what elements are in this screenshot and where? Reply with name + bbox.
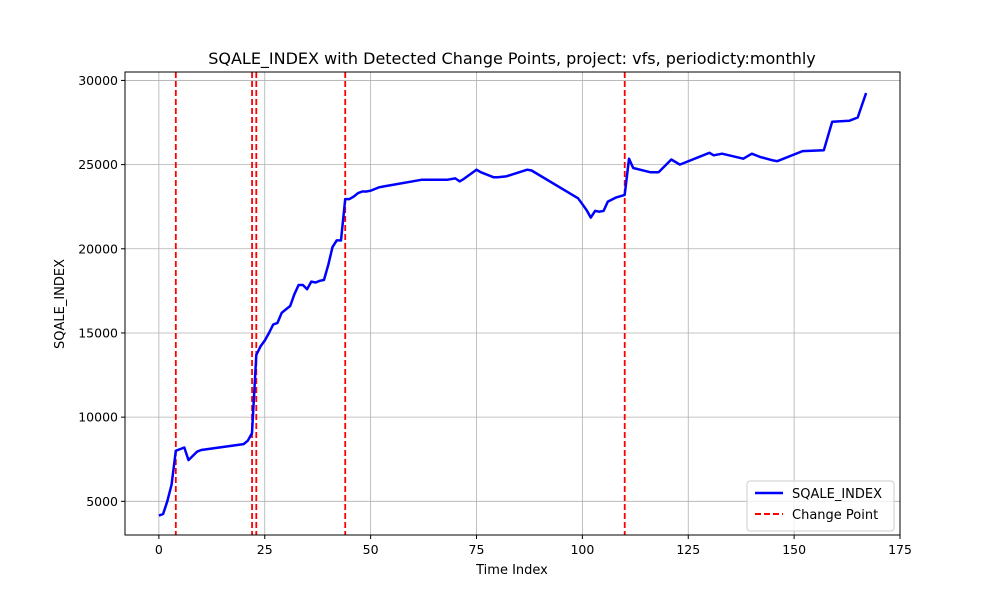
x-tick-label: 175 bbox=[888, 542, 912, 557]
x-tick-label: 25 bbox=[257, 542, 273, 557]
change-point-lines bbox=[174, 72, 626, 535]
legend: SQALE_INDEX Change Point bbox=[746, 480, 895, 532]
y-axis-ticks: 5000 10000 15000 20000 25000 30000 bbox=[78, 73, 125, 509]
legend-entry-sqale-index: SQALE_INDEX bbox=[792, 487, 882, 502]
y-axis-label: SQALE_INDEX bbox=[53, 259, 68, 349]
legend-entry-change-point: Change Point bbox=[792, 508, 878, 523]
x-tick-label: 75 bbox=[469, 542, 485, 557]
y-tick-label: 20000 bbox=[78, 241, 118, 256]
series-lines bbox=[158, 92, 868, 517]
legend-box bbox=[746, 480, 895, 532]
x-tick-label: 125 bbox=[676, 542, 700, 557]
x-tick-label: 150 bbox=[782, 542, 806, 557]
y-tick-label: 25000 bbox=[78, 157, 118, 172]
x-tick-label: 100 bbox=[570, 542, 594, 557]
chart-title: SQALE_INDEX with Detected Change Points,… bbox=[208, 49, 816, 69]
x-axis-ticks: 0 25 50 75 100 125 150 175 bbox=[155, 535, 912, 557]
x-tick-label: 0 bbox=[155, 542, 163, 557]
y-tick-label: 30000 bbox=[78, 73, 118, 88]
series-line-sqale-index bbox=[158, 92, 868, 517]
y-tick-label: 5000 bbox=[86, 494, 118, 509]
x-axis-label: Time Index bbox=[475, 563, 548, 578]
y-tick-label: 10000 bbox=[78, 410, 118, 425]
x-tick-label: 50 bbox=[363, 542, 379, 557]
plot-area-frame bbox=[124, 71, 901, 536]
y-tick-label: 15000 bbox=[78, 325, 118, 340]
grid-lines bbox=[125, 72, 901, 535]
